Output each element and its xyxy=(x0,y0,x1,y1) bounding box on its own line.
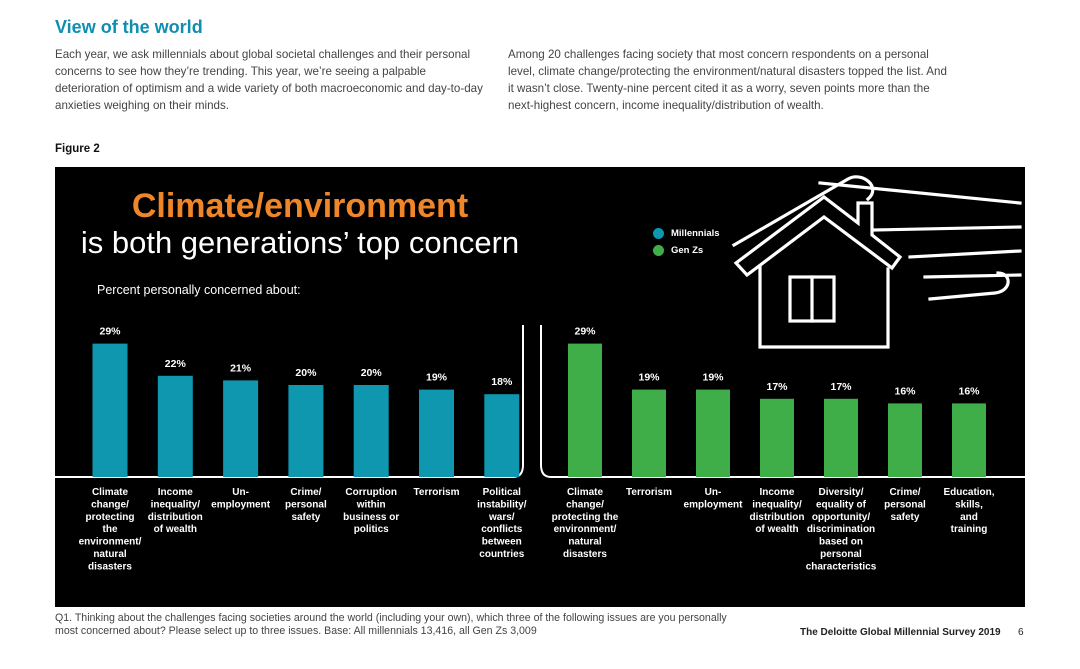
category-label-millennials-7: Political instability/wars/conflicts betwe… xyxy=(477,487,527,560)
data-label-genz-7: 16% xyxy=(958,385,980,397)
data-label-millennials-6: 19% xyxy=(426,372,448,384)
bar-genz-7 xyxy=(952,403,986,477)
section-title: View of the world xyxy=(55,17,203,37)
data-label-genz-2: 19% xyxy=(638,372,660,384)
category-label-genz-2: Terrorism xyxy=(626,487,672,498)
data-label-genz-4: 17% xyxy=(766,381,788,393)
data-label-millennials-5: 20% xyxy=(361,367,383,379)
bar-millennials-3 xyxy=(223,380,259,477)
bar-millennials-2 xyxy=(157,375,193,477)
data-label-millennials-1: 29% xyxy=(99,326,121,338)
data-label-millennials-4: 20% xyxy=(295,367,317,379)
data-label-millennials-7: 18% xyxy=(491,376,513,388)
bar-genz-5 xyxy=(824,398,858,477)
genz-group-bracket xyxy=(540,325,1025,478)
category-label-millennials-5: Corruption within business or politics xyxy=(343,487,399,535)
data-label-genz-6: 16% xyxy=(894,385,916,397)
bar-millennials-4 xyxy=(288,385,324,477)
data-label-genz-1: 29% xyxy=(574,326,596,338)
chart-title: Climate/environment xyxy=(131,187,469,225)
bar-millennials-1 xyxy=(92,343,128,477)
legend-label-millennials: Millennials xyxy=(671,227,720,239)
figure-footnote: Q1. Thinking about the challenges facing… xyxy=(55,612,727,637)
category-label-genz-5: Diversity/equality of opportunity/discrim… xyxy=(806,487,877,572)
figure-label: Figure 2 xyxy=(55,143,100,155)
chart-subtitle: is both generations’ top concern xyxy=(80,225,520,260)
house-wind-illustration-icon xyxy=(731,175,1022,349)
category-label-millennials-4: Crime/personal safety xyxy=(285,487,327,523)
bar-genz-2 xyxy=(632,389,666,477)
bar-millennials-5 xyxy=(353,385,389,477)
legend-label-genz: Gen Zs xyxy=(671,244,704,256)
publication-name: The Deloitte Global Millennial Survey 20… xyxy=(800,627,1001,638)
page-number: 6 xyxy=(1018,627,1024,638)
data-label-genz-5: 17% xyxy=(830,381,852,393)
category-label-genz-1: Climate change/protecting the environment/… xyxy=(552,487,619,560)
data-label-genz-3: 19% xyxy=(702,372,724,384)
category-label-genz-7: Education, skills, and training xyxy=(943,487,994,535)
chart-panel: Climate/environment is both generations’… xyxy=(55,167,1025,607)
chart-y-label: Percent personally concerned about: xyxy=(97,283,301,297)
category-label-genz-3: Un-employment xyxy=(684,487,744,510)
category-label-millennials-3: Un-employment xyxy=(211,487,271,510)
bar-millennials-6 xyxy=(419,389,454,477)
bar-genz-3 xyxy=(696,389,730,477)
bar-genz-1 xyxy=(568,343,602,477)
data-label-millennials-2: 22% xyxy=(165,358,187,370)
chart-legend: Millennials Gen Zs xyxy=(653,225,720,259)
bar-chart: 29% Climate change/protecting the environmen… xyxy=(55,325,1025,572)
intro-paragraph-right: Among 20 challenges facing society that … xyxy=(508,48,947,112)
category-label-millennials-6: Terrorism xyxy=(414,487,460,498)
intro-paragraph-left: Each year, we ask millennials about glob… xyxy=(55,48,483,112)
bar-genz-4 xyxy=(760,398,794,477)
legend-swatch-millennials xyxy=(653,227,664,239)
bar-genz-6 xyxy=(888,403,922,477)
category-label-genz-4: Income inequality/distribution of wealth xyxy=(750,487,805,535)
data-label-millennials-3: 21% xyxy=(230,362,252,374)
legend-item-genz: Gen Zs xyxy=(653,242,720,258)
legend-item-millennials: Millennials xyxy=(653,225,720,241)
legend-swatch-genz xyxy=(653,244,664,256)
category-label-millennials-1: Climate change/protecting the environment/n… xyxy=(79,487,142,572)
category-label-millennials-2: Income inequality/distribution of wealth xyxy=(148,487,203,535)
bar-millennials-7 xyxy=(484,394,520,477)
category-label-genz-6: Crime/personal safety xyxy=(884,487,926,523)
